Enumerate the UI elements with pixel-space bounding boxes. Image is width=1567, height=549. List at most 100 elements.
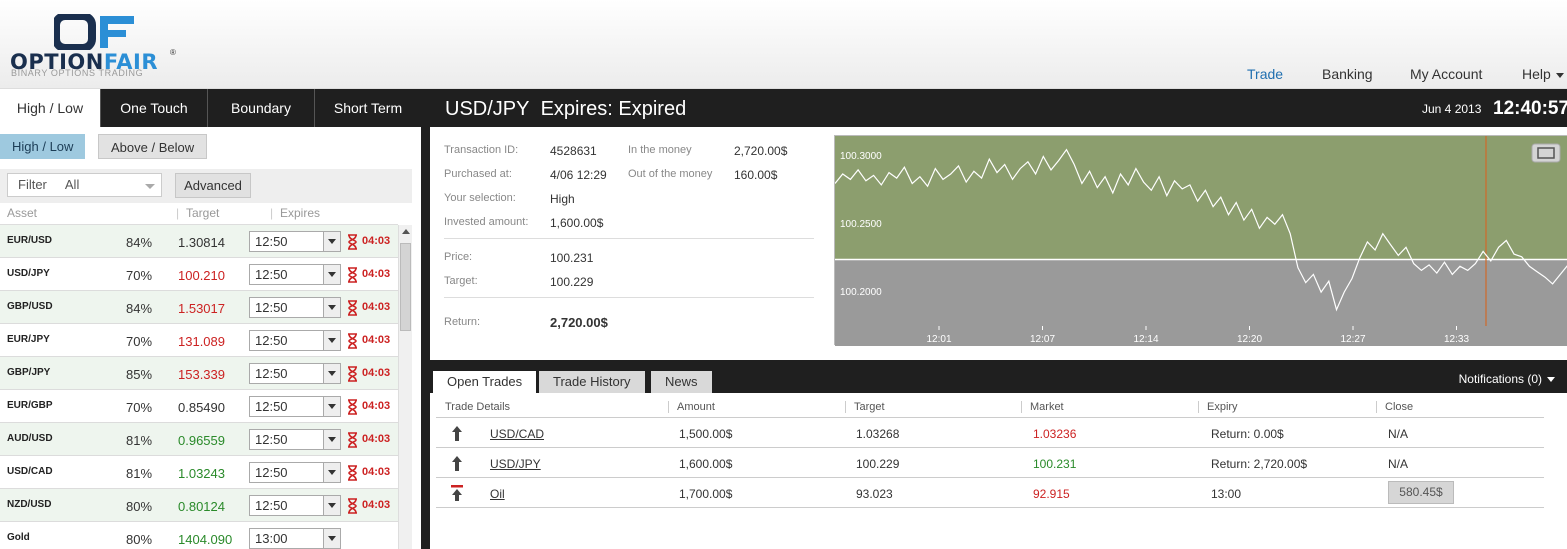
chevron-down-icon[interactable] [323, 496, 340, 515]
table-header: Trade Details Amount Target Market Expir… [436, 398, 1544, 418]
advanced-button[interactable]: Advanced [175, 173, 251, 198]
tab-boundary[interactable]: Boundary [207, 89, 314, 127]
optionfair-logo[interactable]: OPTIONFAIR ® BINARY OPTIONS TRADING [10, 14, 180, 80]
table-gutter [1544, 393, 1567, 549]
scroll-up-icon[interactable] [402, 229, 410, 234]
col-trade-details: Trade Details [445, 401, 511, 413]
asset-list-scrollbar[interactable] [398, 225, 412, 549]
nav-help[interactable]: Help [1522, 66, 1564, 82]
asset-payout: 81% [126, 466, 153, 481]
trade-title: USD/JPY Expires: Expired [445, 98, 687, 120]
trade-asset-link[interactable]: USD/CAD [490, 427, 545, 441]
target-label: Target: [444, 275, 478, 287]
asset-row[interactable]: EUR/GBP 70% 0.85490 12:50 04:03 [0, 390, 398, 423]
app-header: OPTIONFAIR ® BINARY OPTIONS TRADING Trad… [0, 0, 1567, 89]
asset-payout: 84% [126, 301, 153, 316]
chevron-down-icon[interactable] [323, 463, 340, 482]
expiry-select[interactable]: 12:50 [249, 462, 341, 483]
asset-name: EUR/GBP [7, 400, 53, 411]
x-tick-label: 12:14 [1133, 334, 1158, 345]
section-divider [430, 360, 1567, 371]
subtab-above-below[interactable]: Above / Below [98, 134, 208, 159]
asset-row[interactable]: Gold 80% 1404.090 13:00 [0, 522, 398, 549]
asset-payout: 85% [126, 367, 153, 382]
trade-close: N/A [1388, 427, 1409, 441]
chevron-down-icon[interactable] [323, 397, 340, 416]
asset-payout: 70% [126, 268, 153, 283]
tab-one-touch[interactable]: One Touch [100, 89, 207, 127]
expiry-select[interactable]: 12:50 [249, 396, 341, 417]
nav-trade[interactable]: Trade [1247, 66, 1284, 82]
trade-asset-link[interactable]: USD/JPY [490, 457, 541, 471]
expiry-select[interactable]: 12:50 [249, 297, 341, 318]
chevron-down-icon[interactable] [323, 232, 340, 251]
target-value: 100.229 [550, 275, 594, 289]
nav-banking[interactable]: Banking [1322, 66, 1373, 82]
asset-row[interactable]: GBP/USD 84% 1.53017 12:50 04:03 [0, 291, 398, 324]
fullscreen-icon-frame [1537, 147, 1555, 159]
asset-row[interactable]: AUD/USD 81% 0.96559 12:50 04:03 [0, 423, 398, 456]
expiry-select[interactable]: 12:50 [249, 495, 341, 516]
price-chart[interactable]: 100.3000 100.2500 100.2000 12:01 12:07 12:14 1… [834, 135, 1567, 346]
asset-name: USD/CAD [7, 466, 53, 477]
countdown-timer: 04:03 [362, 433, 391, 445]
expiry-select[interactable]: 12:50 [249, 330, 341, 351]
asset-row[interactable]: GBP/JPY 85% 153.339 12:50 04:03 [0, 357, 398, 390]
asset-row[interactable]: NZD/USD 80% 0.80124 12:50 04:03 [0, 489, 398, 522]
tab-short-term[interactable]: Short Term [314, 89, 421, 127]
divider [444, 238, 814, 239]
expiry-select[interactable]: 13:00 [249, 528, 341, 549]
expiry-select[interactable]: 12:50 [249, 429, 341, 450]
subtab-high-low[interactable]: High / Low [0, 134, 86, 159]
tab-trade-history[interactable]: Trade History [539, 371, 645, 393]
asset-target: 1.30814 [178, 235, 225, 250]
out-money-label: Out of the money [628, 168, 713, 180]
open-trades-table: Trade Details Amount Target Market Expir… [430, 393, 1567, 549]
filter-select[interactable]: Filter All [7, 173, 162, 197]
trade-close: N/A [1388, 457, 1409, 471]
asset-payout: 80% [126, 532, 153, 547]
hourglass-icon [348, 300, 357, 316]
trade-row: Oil 1,700.00$ 93.023 92.915 13:00 580.45$ [436, 478, 1544, 508]
trade-asset-link[interactable]: Oil [490, 487, 505, 501]
trade-amount: 1,500.00$ [679, 427, 733, 441]
scroll-thumb[interactable] [400, 243, 411, 331]
hourglass-icon [348, 432, 357, 448]
current-date: Jun 4 2013 [1422, 102, 1482, 116]
purchased-label: Purchased at: [444, 168, 512, 180]
tab-high-low[interactable]: High / Low [0, 89, 100, 127]
chevron-down-icon[interactable] [323, 331, 340, 350]
trade-target: 1.03268 [856, 427, 900, 441]
nav-my-account[interactable]: My Account [1410, 66, 1483, 82]
chevron-down-icon[interactable] [323, 265, 340, 284]
asset-name: AUD/USD [7, 433, 53, 444]
trade-target: 100.229 [856, 457, 900, 471]
chevron-down-icon[interactable] [323, 298, 340, 317]
purchased-value: 4/06 12:29 [550, 168, 607, 182]
notifications-dropdown[interactable]: Notifications (0) [1459, 372, 1555, 386]
asset-row[interactable]: USD/JPY 70% 100.210 12:50 04:03 [0, 258, 398, 291]
tab-open-trades[interactable]: Open Trades [433, 371, 537, 394]
x-tick-label: 12:01 [926, 334, 951, 345]
fullscreen-icon[interactable] [1531, 143, 1561, 163]
arrow-up-icon [452, 426, 462, 441]
chevron-down-icon[interactable] [323, 364, 340, 383]
expiry-select[interactable]: 12:50 [249, 231, 341, 252]
expiry-select[interactable]: 12:50 [249, 363, 341, 384]
asset-row[interactable]: EUR/JPY 70% 131.089 12:50 04:03 [0, 324, 398, 357]
asset-row[interactable]: EUR/USD 84% 1.30814 12:50 04:03 [0, 225, 398, 258]
tab-news[interactable]: News [651, 371, 712, 393]
close-trade-button[interactable]: 580.45$ [1388, 481, 1454, 504]
expiry-select[interactable]: 12:50 [249, 264, 341, 285]
trades-tab-bar: Open Trades Trade History News Notificat… [430, 371, 1567, 394]
chevron-down-icon [1547, 377, 1555, 383]
chevron-down-icon [1555, 72, 1564, 78]
countdown-timer: 04:03 [362, 400, 391, 412]
chevron-down-icon[interactable] [323, 529, 340, 548]
x-tick-label: 12:27 [1340, 334, 1365, 345]
asset-row[interactable]: USD/CAD 81% 1.03243 12:50 04:03 [0, 456, 398, 489]
arrow-up-icon [452, 456, 462, 471]
asset-target: 153.339 [178, 367, 225, 382]
price-label: Price: [444, 251, 473, 263]
chevron-down-icon[interactable] [323, 430, 340, 449]
